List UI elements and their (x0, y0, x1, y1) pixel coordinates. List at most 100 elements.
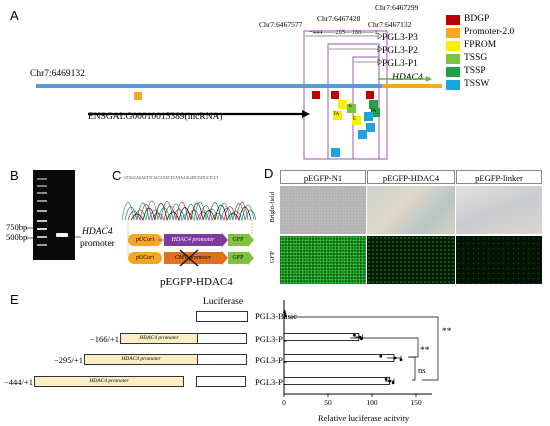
bar-pgl3-p1 (283, 333, 360, 341)
luciferase-box-p2 (197, 354, 247, 365)
distance-scale: −444——295—166——1 (309, 29, 378, 36)
x-tick-label: 150 (410, 398, 422, 407)
image-gfp-linker (456, 236, 542, 284)
bar-pgl3-p3 (283, 377, 390, 385)
legend-label: TSSW (464, 79, 490, 89)
legend-label: TSSG (464, 53, 488, 63)
tag-e-2: E (349, 104, 353, 109)
row-label-gfp-box: GFP (267, 236, 279, 284)
legend-swatch (446, 15, 460, 25)
coord-top: Chr7:6467299 (375, 3, 419, 12)
construct-p2-range: −295/+1 (54, 355, 83, 365)
promoter-mark (134, 92, 142, 100)
hdac4-direction-arrow (426, 76, 432, 82)
panel-label-a: A (10, 8, 19, 23)
construct-p2-promoter: HDAC4 promoter (84, 354, 198, 365)
image-brightfield-hdac4 (367, 186, 455, 234)
x-axis-label: Relative luciferase acitvity (318, 413, 410, 423)
fprom-mark-2 (333, 111, 342, 120)
coord-left: Chr7:6469132 (30, 69, 85, 79)
x-tick-label: 50 (324, 398, 332, 407)
fprom-mark-3 (352, 116, 361, 125)
bdgp-mark-3 (366, 91, 374, 99)
luciferase-box-title (196, 311, 248, 322)
legend-label: Promoter-2.0 (464, 27, 515, 37)
tssg-mark-1 (347, 104, 356, 113)
arrow-p2 (377, 45, 383, 53)
image-gfp-hdac4 (367, 236, 455, 284)
fprom-mark-1 (338, 100, 347, 109)
data-point (391, 381, 395, 385)
hdac4-promoter-block: HDAC4 promoter (164, 234, 222, 246)
label-pgl3-p3: PGL3-P3 (382, 33, 418, 43)
gfp-block-1: GFP (228, 234, 248, 246)
sig-ns: ns (418, 365, 426, 375)
label-pgl3-p2: PGL3-P2 (382, 46, 418, 56)
tssw-mark-3 (358, 130, 367, 139)
puc-ori-1: pUCori (128, 234, 162, 246)
marker-750bp: 750bp (6, 222, 28, 232)
construct-caption: pEGFP-HDAC4 (160, 276, 233, 288)
arrow-p1 (377, 58, 383, 66)
gel-band-hdac4 (56, 233, 68, 237)
construct-p3-range: −444/+1 (4, 377, 33, 387)
data-point (283, 314, 287, 318)
tssw-mark-1 (364, 112, 373, 121)
coord-132: Chr7:6467132 (368, 20, 412, 29)
sequence-text: GTAGCAGAGTTCACCGTACTCAAAAAGATGTATGCTCCT (124, 176, 219, 180)
panel-label-e: E (10, 292, 19, 307)
construct-basic-label: PGL3-Basic (255, 311, 298, 321)
data-point (384, 377, 388, 381)
cmv-deleted-cross (179, 249, 199, 267)
construct-p2-label: PGL3-P2 (255, 355, 288, 365)
image-brightfield-n1 (280, 186, 366, 234)
legend-swatch (446, 54, 460, 64)
construct-p3-label: PGL3-P3 (255, 377, 288, 387)
construct-p1-promoter: HDAC4 promoter (120, 333, 198, 344)
image-gfp-n1 (280, 236, 366, 284)
legend-label: TSSP (464, 66, 486, 76)
coord-mid: Chr7:6467428 (317, 14, 361, 23)
coord-577: Chr7:6467577 (259, 20, 303, 29)
legend-swatch (446, 67, 460, 77)
arrow-p3 (377, 32, 383, 40)
sig-bracket-p2-p3 (410, 356, 416, 381)
tag-ta-1: TA (333, 112, 340, 117)
image-brightfield-linker (456, 186, 542, 234)
luciferase-box-p3 (196, 376, 246, 387)
luciferase-title: Luciferase (203, 297, 244, 307)
data-point (379, 354, 383, 358)
legend-label: BDGP (464, 14, 490, 24)
row-label-gfp: GFP (268, 251, 276, 264)
panel-label-b: B (10, 168, 19, 183)
data-point (393, 356, 397, 360)
col-header-hdac4: pEGFP-HDAC4 (367, 170, 455, 184)
chromatogram (122, 200, 256, 222)
data-point (399, 358, 403, 362)
construct-p1-range: −166/+1 (90, 334, 119, 344)
tssp-mark-1 (369, 100, 378, 109)
luciferase-bar-chart: 0 50 100 150 (282, 300, 439, 407)
row-label-brightfield: Bright-field (268, 191, 276, 223)
promoter-label-b: promoter (80, 239, 115, 249)
lncrna-label: ENSGALG00010015389(lncRNA) (88, 112, 223, 122)
data-point (353, 333, 356, 337)
x-tick-label: 0 (282, 398, 286, 407)
legend-label: FPROM (464, 40, 497, 50)
tssw-mark-2 (366, 123, 375, 132)
bdgp-mark-2 (331, 91, 339, 99)
label-pgl3-p1: PGL3-P1 (382, 59, 418, 69)
marker-500bp: 500bp (6, 232, 28, 242)
col-header-linker: pEGFP-linker (456, 170, 542, 184)
legend-swatch (446, 41, 460, 51)
cmv-promoter-block: CMV promoter (164, 252, 222, 264)
sig-bracket-basic-p3 (346, 316, 439, 381)
bar-pgl3-p2 (283, 354, 395, 362)
tssw-mark-4 (331, 148, 340, 157)
gene-hdac4-label: HDAC4 (392, 73, 423, 83)
gfp-block-2: GFP (228, 252, 248, 264)
legend-swatch (446, 80, 460, 90)
legend-swatch (446, 28, 460, 38)
tag-ta-2: TA (370, 109, 377, 114)
tag-e-1: E (353, 117, 357, 122)
